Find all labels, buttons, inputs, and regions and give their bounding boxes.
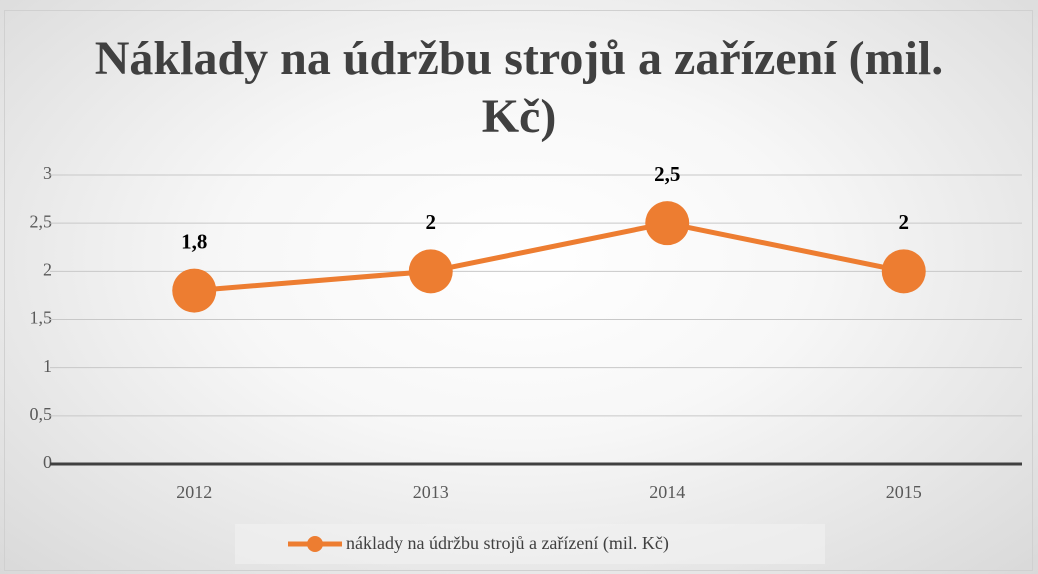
y-tick-label: 2 xyxy=(43,259,52,279)
x-tick-label: 2012 xyxy=(176,482,212,502)
series-line xyxy=(194,220,905,294)
x-tick-label: 2015 xyxy=(886,482,922,502)
data-point xyxy=(172,268,217,313)
y-tick-label: 3 xyxy=(43,163,52,183)
data-point xyxy=(408,249,453,294)
data-point xyxy=(881,249,926,294)
y-tick-label: 1,5 xyxy=(30,308,53,328)
x-tick-label: 2013 xyxy=(413,482,449,502)
data-label: 1,8 xyxy=(181,229,207,253)
y-tick-label: 0 xyxy=(43,452,52,472)
data-label: 2 xyxy=(899,210,910,234)
chart-title: Náklady na údržbu strojů a zařízení (mil… xyxy=(94,32,944,143)
data-point xyxy=(645,201,690,246)
legend-marker xyxy=(307,536,323,552)
data-label: 2 xyxy=(426,210,437,234)
y-tick-label: 1 xyxy=(43,356,52,376)
chart-border xyxy=(4,10,1033,571)
x-tick-label: 2014 xyxy=(649,482,685,502)
data-label: 2,5 xyxy=(654,162,680,186)
y-tick-label: 2,5 xyxy=(30,211,53,231)
legend-label: náklady na údržbu strojů a zařízení (mil… xyxy=(346,533,669,554)
y-tick-label: 0,5 xyxy=(30,404,53,424)
